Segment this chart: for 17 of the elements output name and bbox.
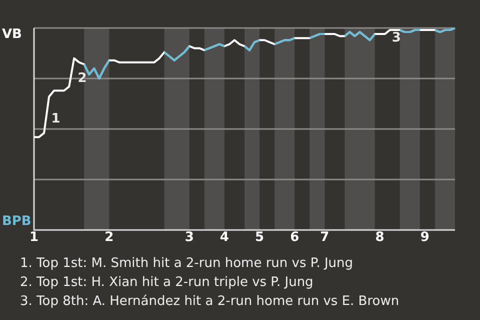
text: 1. Top 1st: M. Smith hit a 2-run home run vs P. Jung [20,255,354,273]
x-tick-label: 2 [104,230,114,246]
text: BPB [2,214,32,229]
annotation: 3 [392,30,401,46]
x-tick-label: 3 [184,230,194,246]
text: 2. Top 1st: H. Xian hit a 2-run triple vs P. Jung [20,274,314,292]
x-tick-label: 1 [29,230,39,246]
x-tick-label: 5 [255,230,264,246]
x-tick-label: 8 [375,230,384,246]
x-tick-label: 7 [320,230,330,246]
x-tick-label: 6 [290,230,300,246]
x-tick-label: 9 [420,230,430,246]
text: 3. Top 8th: A. Hernández hit a 2-run home run vs E. Brown [20,293,400,311]
text: VB [2,26,22,42]
annotation: 2 [78,70,87,86]
annotation: 1 [51,111,60,126]
x-tick-label: 4 [220,230,229,246]
